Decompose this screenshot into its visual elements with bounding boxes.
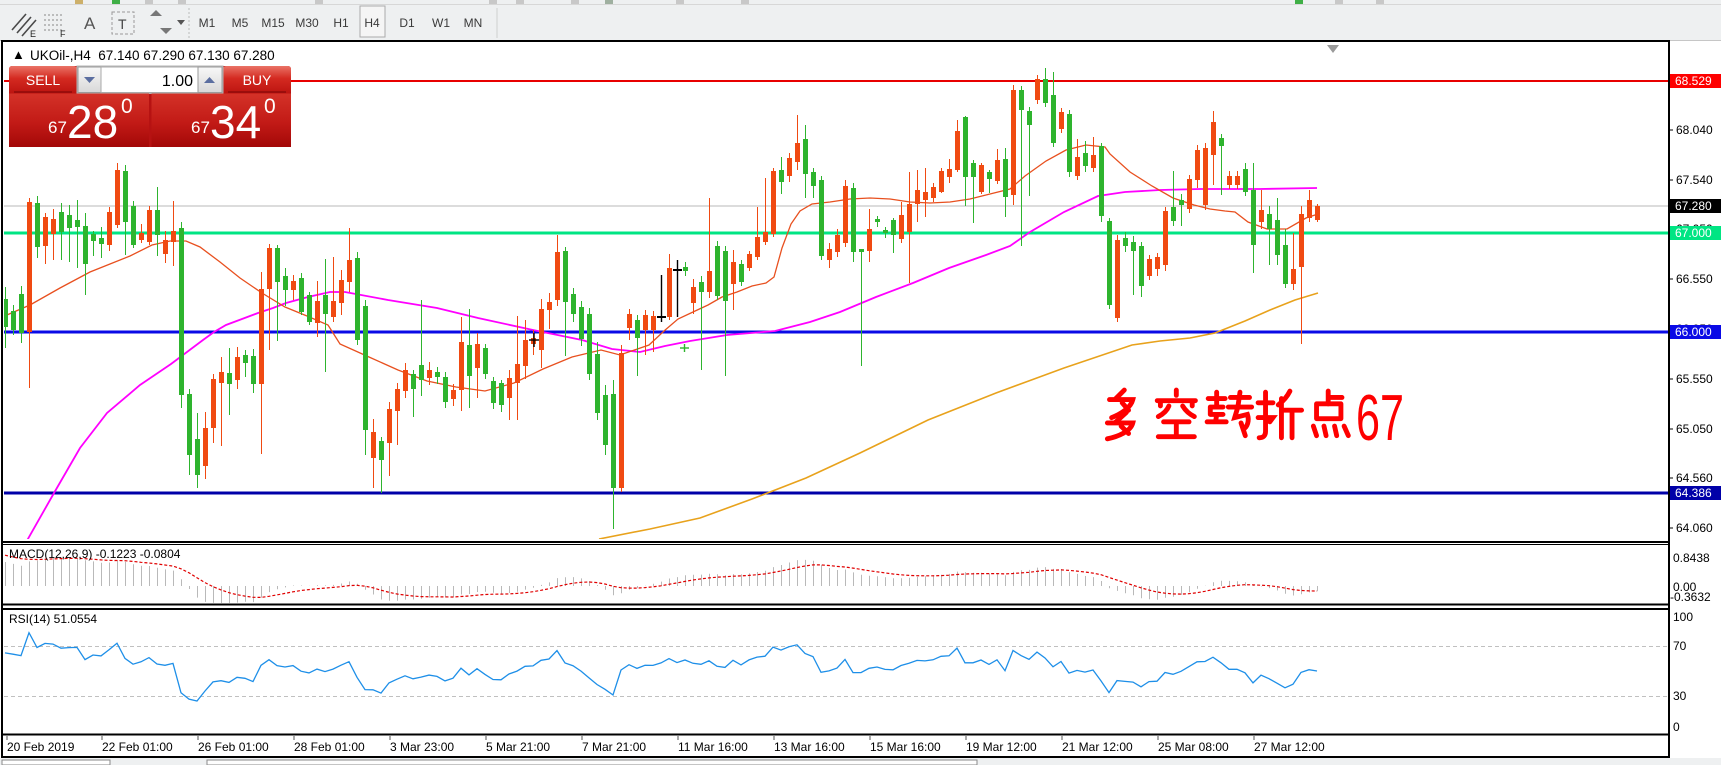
svg-text:0.00: 0.00	[1673, 580, 1697, 594]
svg-text:21 Mar 12:00: 21 Mar 12:00	[1062, 740, 1133, 754]
svg-text:65.550: 65.550	[1676, 372, 1713, 386]
svg-text:30: 30	[1673, 689, 1687, 703]
svg-text:26 Feb 01:00: 26 Feb 01:00	[198, 740, 269, 754]
svg-text:65.050: 65.050	[1676, 422, 1713, 436]
svg-text:66.550: 66.550	[1676, 272, 1713, 286]
svg-text:28 Feb 01:00: 28 Feb 01:00	[294, 740, 365, 754]
svg-text:1.00: 1.00	[162, 73, 193, 90]
svg-text:70: 70	[1673, 639, 1687, 653]
svg-text:F: F	[60, 29, 66, 39]
svg-text:67.540: 67.540	[1676, 173, 1713, 187]
svg-text:13 Mar 16:00: 13 Mar 16:00	[774, 740, 845, 754]
svg-text:28: 28	[67, 96, 118, 148]
svg-text:27 Mar 12:00: 27 Mar 12:00	[1254, 740, 1325, 754]
svg-text:MACD(12,26,9) -0.1223 -0.0804: MACD(12,26,9) -0.1223 -0.0804	[9, 547, 181, 561]
svg-text:3 Mar 23:00: 3 Mar 23:00	[390, 740, 454, 754]
svg-text:67: 67	[48, 118, 67, 137]
svg-text:7 Mar 21:00: 7 Mar 21:00	[582, 740, 646, 754]
svg-text:64.060: 64.060	[1676, 521, 1713, 535]
svg-text:67: 67	[191, 118, 210, 137]
svg-text:100: 100	[1673, 610, 1693, 624]
svg-text:M30: M30	[295, 16, 319, 30]
svg-text:A: A	[84, 14, 96, 33]
svg-text:MN: MN	[464, 16, 483, 30]
svg-text:5 Mar 21:00: 5 Mar 21:00	[486, 740, 550, 754]
svg-text:H4: H4	[364, 16, 380, 30]
svg-text:W1: W1	[432, 16, 450, 30]
svg-text:-0.3632: -0.3632	[1670, 590, 1711, 604]
svg-text:BUY: BUY	[243, 72, 272, 88]
svg-text:▲: ▲	[12, 47, 25, 62]
svg-text:67: 67	[1356, 381, 1404, 454]
svg-text:68.529: 68.529	[1675, 74, 1712, 88]
svg-text:SELL: SELL	[26, 72, 60, 88]
svg-text:0: 0	[264, 95, 276, 118]
svg-text:UKOil-,H4 67.140 67.290 67.13: UKOil-,H4 67.140 67.290 67.130 67.280	[30, 48, 275, 63]
svg-text:0: 0	[121, 95, 133, 118]
svg-text:67.280: 67.280	[1675, 199, 1712, 213]
svg-text:11 Mar 16:00: 11 Mar 16:00	[678, 740, 748, 754]
svg-text:E: E	[30, 29, 36, 39]
svg-text:25 Mar 08:00: 25 Mar 08:00	[1158, 740, 1229, 754]
svg-text:67.000: 67.000	[1675, 226, 1712, 240]
svg-text:D1: D1	[399, 16, 415, 30]
svg-text:0.8438: 0.8438	[1673, 551, 1710, 565]
svg-text:64.386: 64.386	[1675, 486, 1712, 500]
svg-text:M5: M5	[232, 16, 249, 30]
svg-text:T: T	[118, 16, 127, 32]
svg-text:M15: M15	[261, 16, 285, 30]
svg-text:0: 0	[1673, 720, 1680, 734]
svg-text:34: 34	[210, 96, 261, 148]
svg-text:M1: M1	[199, 16, 216, 30]
svg-text:22 Feb 01:00: 22 Feb 01:00	[102, 740, 173, 754]
svg-text:64.560: 64.560	[1676, 471, 1713, 485]
svg-text:68.040: 68.040	[1676, 123, 1713, 137]
svg-text:15 Mar 16:00: 15 Mar 16:00	[870, 740, 941, 754]
svg-text:66.000: 66.000	[1675, 325, 1712, 339]
svg-text:RSI(14) 51.0554: RSI(14) 51.0554	[9, 612, 97, 626]
svg-text:20 Feb 2019: 20 Feb 2019	[7, 740, 75, 754]
svg-text:19 Mar 12:00: 19 Mar 12:00	[966, 740, 1037, 754]
svg-text:H1: H1	[333, 16, 349, 30]
